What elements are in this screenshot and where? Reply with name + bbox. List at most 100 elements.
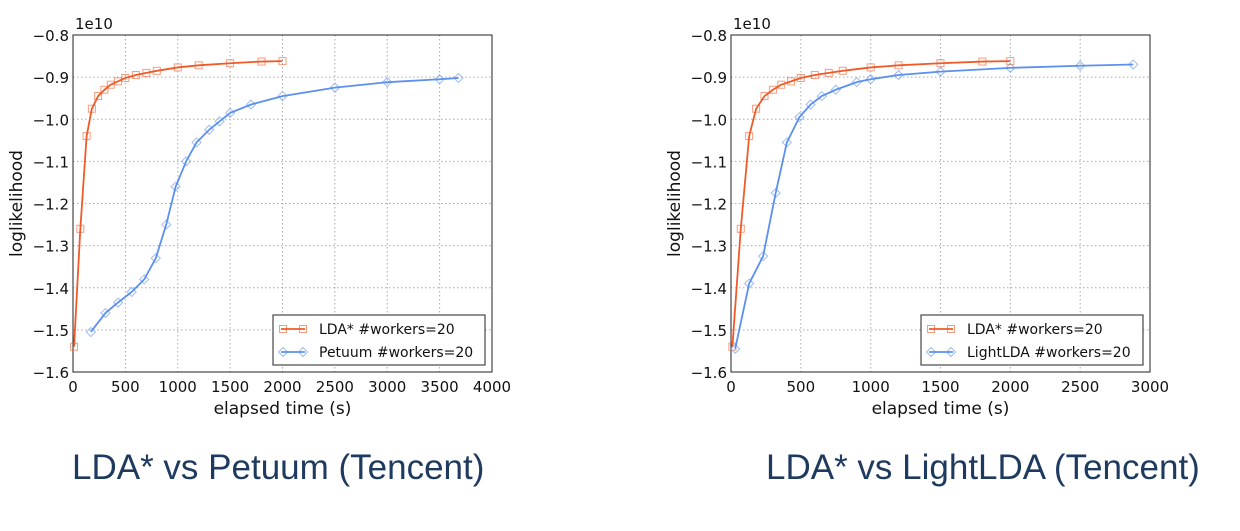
data-point-square bbox=[768, 85, 777, 94]
data-point-square bbox=[745, 132, 754, 141]
x-tick-label: 2500 bbox=[1061, 378, 1099, 396]
y-tick-label: −1.6 bbox=[33, 364, 69, 382]
data-point-diamond bbox=[781, 137, 793, 148]
data-point-diamond bbox=[453, 72, 464, 84]
data-point-diamond bbox=[139, 274, 150, 285]
legend-box bbox=[272, 314, 486, 366]
y-multiplier: 1e10 bbox=[733, 15, 771, 33]
y-tick-label: −1.6 bbox=[691, 364, 727, 382]
data-point-diamond bbox=[925, 346, 937, 358]
series-lda bbox=[70, 57, 287, 351]
data-point-square bbox=[278, 57, 287, 66]
data-point-square bbox=[87, 104, 96, 113]
data-point-diamond bbox=[382, 76, 393, 88]
x-axis-label: elapsed time (s) bbox=[872, 399, 1010, 419]
data-point-square bbox=[866, 63, 875, 72]
y-tick-label: −1.1 bbox=[691, 153, 727, 171]
y-tick-label: −1.4 bbox=[691, 280, 727, 298]
data-point-square bbox=[76, 224, 85, 233]
x-tick-label: 2000 bbox=[991, 378, 1029, 396]
data-point-diamond bbox=[150, 253, 161, 264]
y-tick-label: −1.5 bbox=[691, 322, 727, 340]
data-point-diamond bbox=[1005, 62, 1016, 74]
data-point-diamond bbox=[203, 124, 215, 135]
y-tick-label: −1.0 bbox=[33, 111, 69, 129]
data-point-diamond bbox=[434, 74, 445, 85]
x-tick-label: 1500 bbox=[921, 378, 959, 396]
x-tick-label: 500 bbox=[111, 378, 140, 396]
data-point-square bbox=[82, 132, 91, 141]
data-point-square bbox=[152, 66, 161, 75]
y-tick-label: −0.8 bbox=[33, 27, 69, 45]
x-axis-label: elapsed time (s) bbox=[214, 399, 352, 419]
series-line bbox=[734, 63, 1134, 350]
x-tick-label: 1000 bbox=[159, 378, 197, 396]
data-point-square bbox=[1006, 57, 1015, 66]
data-point-diamond bbox=[935, 66, 946, 77]
data-point-diamond bbox=[126, 286, 137, 298]
data-point-square bbox=[736, 224, 745, 233]
x-tick-label: 4000 bbox=[473, 378, 511, 396]
data-point-square bbox=[796, 73, 805, 82]
data-point-square bbox=[131, 71, 140, 80]
y-tick-label: −1.3 bbox=[33, 238, 69, 256]
data-point-square bbox=[100, 85, 109, 94]
data-point-diamond bbox=[805, 99, 816, 110]
data-point-square bbox=[226, 59, 235, 68]
series-line bbox=[90, 77, 459, 333]
x-tick-label: 3000 bbox=[1131, 378, 1169, 396]
data-point-square bbox=[279, 325, 287, 333]
y-tick-label: −1.0 bbox=[691, 111, 727, 129]
chart-caption-left: LDA* vs Petuum (Tencent) bbox=[72, 448, 485, 487]
y-tick-label: −0.9 bbox=[691, 69, 727, 87]
x-tick-label: 1000 bbox=[852, 378, 890, 396]
legend-box bbox=[920, 314, 1144, 366]
y-tick-label: −1.3 bbox=[691, 238, 727, 256]
chart-0: 0 500 1000 1500 2000 2500 3000 3500 4000 −0.8 −0.9… bbox=[7, 15, 511, 419]
data-point-diamond bbox=[329, 82, 341, 93]
data-point-diamond bbox=[1074, 60, 1086, 71]
data-point-diamond bbox=[945, 346, 957, 358]
data-point-square bbox=[121, 73, 130, 82]
data-point-square bbox=[810, 71, 819, 80]
x-tick-label: 3000 bbox=[368, 378, 406, 396]
data-point-diamond bbox=[277, 346, 289, 358]
y-tick-label: −1.4 bbox=[33, 280, 69, 298]
series-other bbox=[729, 59, 1139, 355]
series-other bbox=[85, 72, 464, 338]
data-point-diamond bbox=[770, 187, 781, 199]
x-tick-label: 0 bbox=[68, 378, 78, 396]
data-point-diamond bbox=[277, 90, 288, 102]
data-point-square bbox=[927, 325, 935, 333]
data-point-square bbox=[142, 68, 151, 77]
legend: LDA* #workers=20 Petuum #workers=20 bbox=[272, 314, 486, 366]
data-point-square bbox=[173, 63, 182, 72]
legend-label: LightLDA #workers=20 bbox=[967, 345, 1131, 361]
data-point-square bbox=[194, 61, 203, 70]
x-tick-label: 1500 bbox=[211, 378, 249, 396]
x-tick-label: 2500 bbox=[316, 378, 354, 396]
data-point-diamond bbox=[224, 107, 236, 119]
chart-caption-right: LDA* vs LightLDA (Tencent) bbox=[766, 448, 1200, 487]
y-tick-label: −1.1 bbox=[33, 153, 69, 171]
data-point-diamond bbox=[1128, 59, 1139, 70]
series-lda bbox=[728, 57, 1015, 351]
x-tick-label: 2000 bbox=[263, 378, 301, 396]
plot-frame bbox=[730, 34, 1151, 373]
x-tick-label: 3500 bbox=[421, 378, 459, 396]
data-point-diamond bbox=[297, 346, 309, 358]
data-point-diamond bbox=[830, 84, 841, 95]
data-point-diamond bbox=[245, 99, 257, 110]
data-point-square bbox=[94, 92, 103, 101]
data-point-diamond bbox=[729, 343, 741, 355]
y-tick-label: −0.8 bbox=[691, 27, 727, 45]
data-point-diamond bbox=[816, 90, 827, 102]
data-point-diamond bbox=[757, 250, 769, 262]
y-tick-label: −1.5 bbox=[33, 322, 69, 340]
data-point-square bbox=[760, 92, 769, 101]
data-point-square bbox=[838, 66, 847, 75]
data-point-diamond bbox=[743, 278, 755, 289]
data-point-square bbox=[752, 104, 761, 113]
y-tick-label: −1.2 bbox=[33, 196, 69, 214]
